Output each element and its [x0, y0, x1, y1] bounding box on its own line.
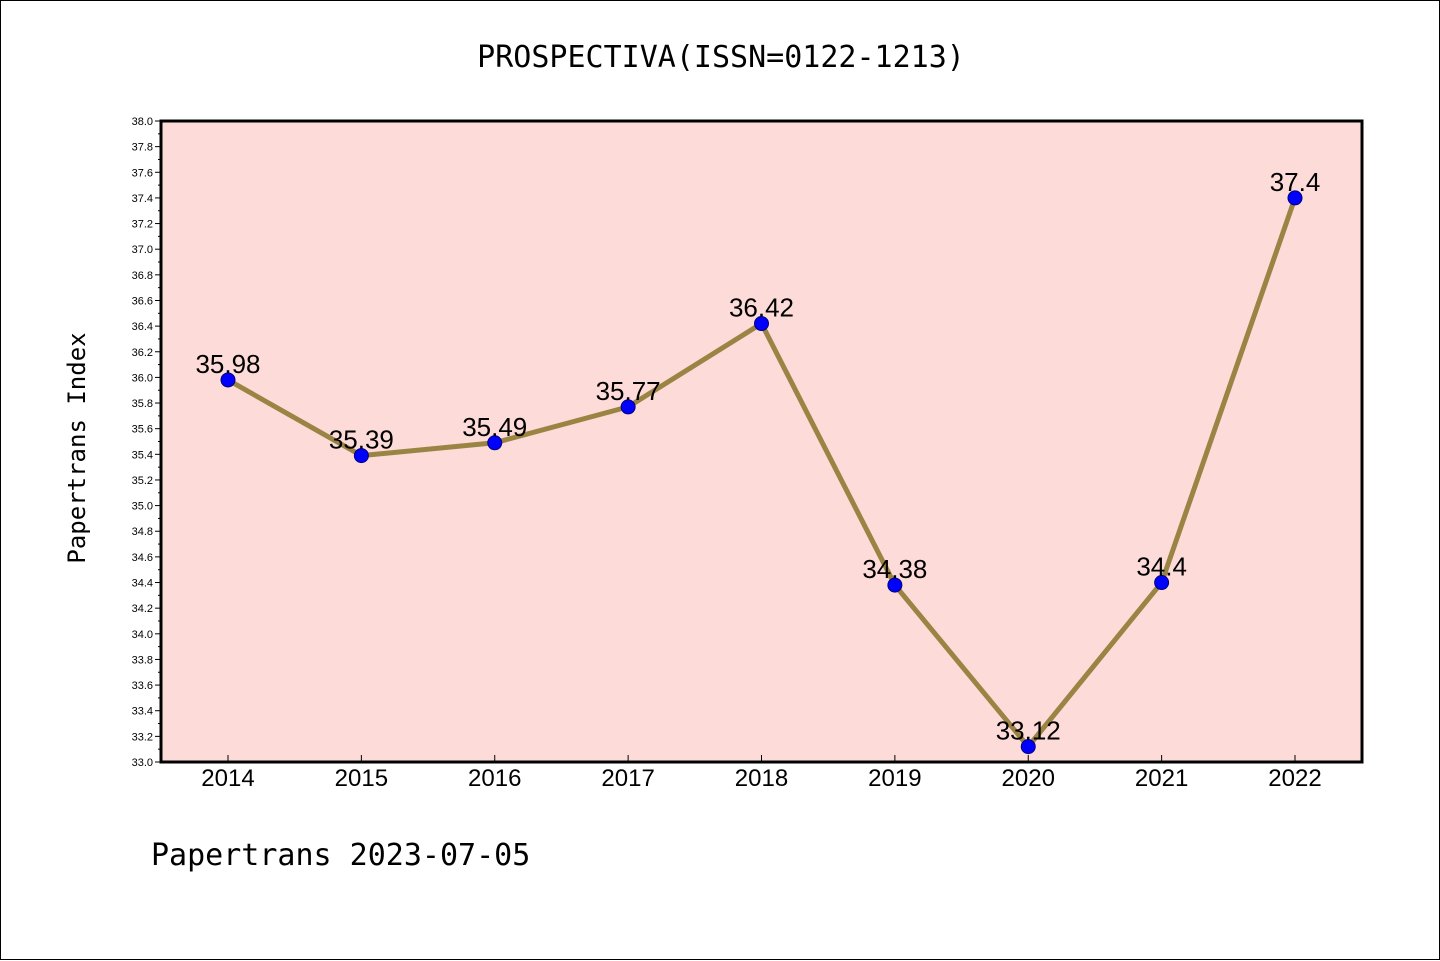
x-tick-label: 2022 — [1268, 765, 1321, 792]
plot-area — [159, 119, 1364, 764]
y-tick-label: 36.6 — [132, 295, 153, 307]
data-label-2018: 36.42 — [729, 293, 794, 323]
data-point-2017 — [620, 399, 636, 415]
data-point-2014 — [220, 372, 236, 388]
data-label-2016: 35.49 — [462, 412, 527, 442]
y-tick-label: 36.4 — [132, 321, 153, 333]
x-tick-label: 2019 — [868, 765, 921, 792]
y-tick-label: 38.0 — [132, 116, 153, 128]
y-tick-label: 34.6 — [132, 552, 153, 564]
data-point-2022 — [1287, 190, 1303, 206]
y-tick-label: 34.4 — [132, 578, 153, 590]
y-tick-label: 36.0 — [132, 372, 153, 384]
y-axis-ticks: 33.0 33.2 33.4 33.6 33.8 34.0 34.2 34.4 34.6 34.8… — [132, 116, 161, 769]
data-label-2020: 33.12 — [996, 716, 1061, 746]
y-axis-label: Papertrans Index — [63, 332, 91, 563]
y-tick-label: 33.8 — [132, 654, 153, 666]
x-tick-label: 2020 — [1002, 765, 1055, 792]
x-tick-label: 2018 — [735, 765, 788, 792]
x-tick-label: 2017 — [601, 765, 654, 792]
y-tick-label: 37.4 — [132, 193, 153, 205]
y-tick-label: 34.8 — [132, 526, 153, 538]
x-tick-label: 2016 — [468, 765, 521, 792]
x-tick-label: 2014 — [201, 765, 254, 792]
y-tick-label: 37.0 — [132, 244, 153, 256]
y-tick-label: 36.8 — [132, 270, 153, 282]
y-tick-label: 37.8 — [132, 142, 153, 154]
y-tick-label: 33.0 — [132, 757, 153, 769]
data-point-2016 — [487, 435, 503, 451]
y-tick-label: 33.6 — [132, 680, 153, 692]
data-label-2017: 35.77 — [596, 376, 661, 406]
y-tick-label: 34.2 — [132, 603, 153, 615]
footer-credit: Papertrans 2023-07-05 — [151, 838, 530, 873]
y-tick-label: 35.6 — [132, 424, 153, 436]
data-label-2019: 34.38 — [862, 554, 927, 584]
data-point-2015 — [353, 448, 369, 464]
x-tick-label: 2015 — [335, 765, 388, 792]
data-labels: 35.98 35.39 35.49 35.77 36.42 34.38 33.12 34.4 3… — [195, 167, 1320, 746]
y-tick-label: 34.0 — [132, 629, 153, 641]
y-tick-label: 35.0 — [132, 501, 153, 513]
y-tick-label: 35.2 — [132, 475, 153, 487]
y-tick-label: 33.4 — [132, 706, 153, 718]
data-label-2015: 35.39 — [329, 425, 394, 455]
data-point-2021 — [1154, 575, 1170, 591]
y-tick-label: 37.6 — [132, 167, 153, 179]
y-tick-label: 35.4 — [132, 449, 153, 461]
y-tick-label: 33.2 — [132, 731, 153, 743]
data-label-2014: 35.98 — [195, 349, 260, 379]
data-point-2019 — [887, 577, 903, 593]
data-label-2021: 34.4 — [1136, 552, 1187, 582]
data-point-2018 — [754, 316, 769, 332]
x-axis-ticks: 2014 2015 2016 2017 2018 2019 2020 2021 2022 — [201, 755, 1322, 792]
x-tick-label: 2021 — [1135, 765, 1188, 792]
chart-title: PROSPECTIVA(ISSN=0122-1213) — [477, 40, 965, 75]
y-tick-label: 35.8 — [132, 398, 153, 410]
data-points — [220, 190, 1303, 755]
y-tick-label: 36.2 — [132, 347, 153, 359]
y-tick-label: 37.2 — [132, 219, 153, 231]
data-point-2020 — [1020, 739, 1036, 755]
data-label-2022: 37.4 — [1270, 167, 1321, 197]
